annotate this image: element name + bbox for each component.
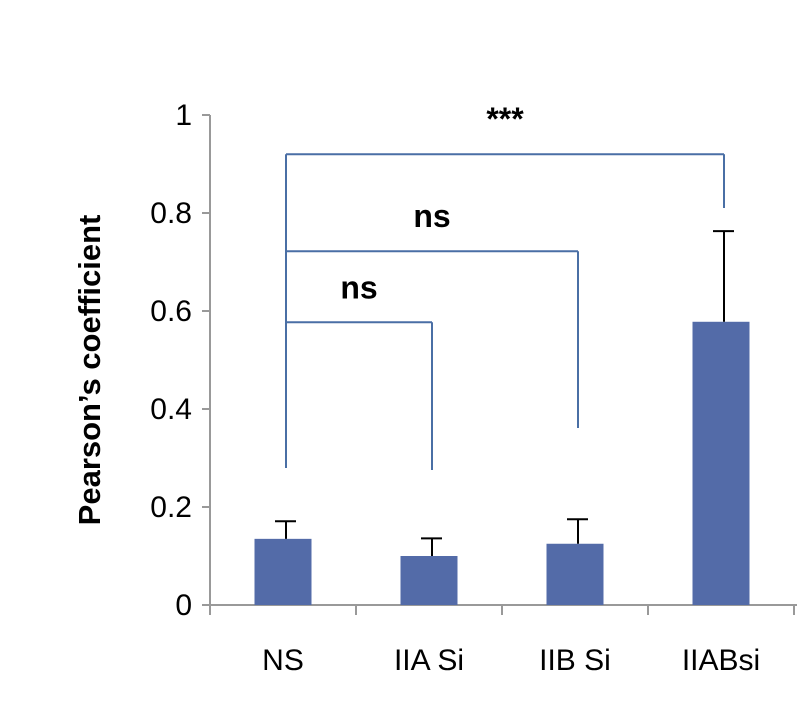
x-tick-label: NS [262,644,304,677]
bar [546,543,604,605]
y-tick-label: 1 [175,99,192,132]
y-tick-label: 0.8 [150,197,192,230]
bars [254,321,750,605]
significance-label: ns [340,269,377,305]
bar [254,538,312,605]
x-tick-label: IIABsi [682,644,760,677]
significance-label: ns [413,198,450,234]
x-tick-label: IIB Si [539,644,611,677]
y-tick-label: 0 [175,589,192,622]
significance-label: *** [486,101,524,137]
bar [692,321,750,605]
y-tick-label: 0.6 [150,295,192,328]
x-tick-label: IIA Si [394,644,464,677]
significance-brackets [285,153,725,470]
y-tick-label: 0.4 [150,393,192,426]
y-axis-label: Pearson’s coefficient [72,215,107,526]
error-bars [275,230,734,556]
bar [400,556,458,605]
y-tick-label: 0.2 [150,491,192,524]
